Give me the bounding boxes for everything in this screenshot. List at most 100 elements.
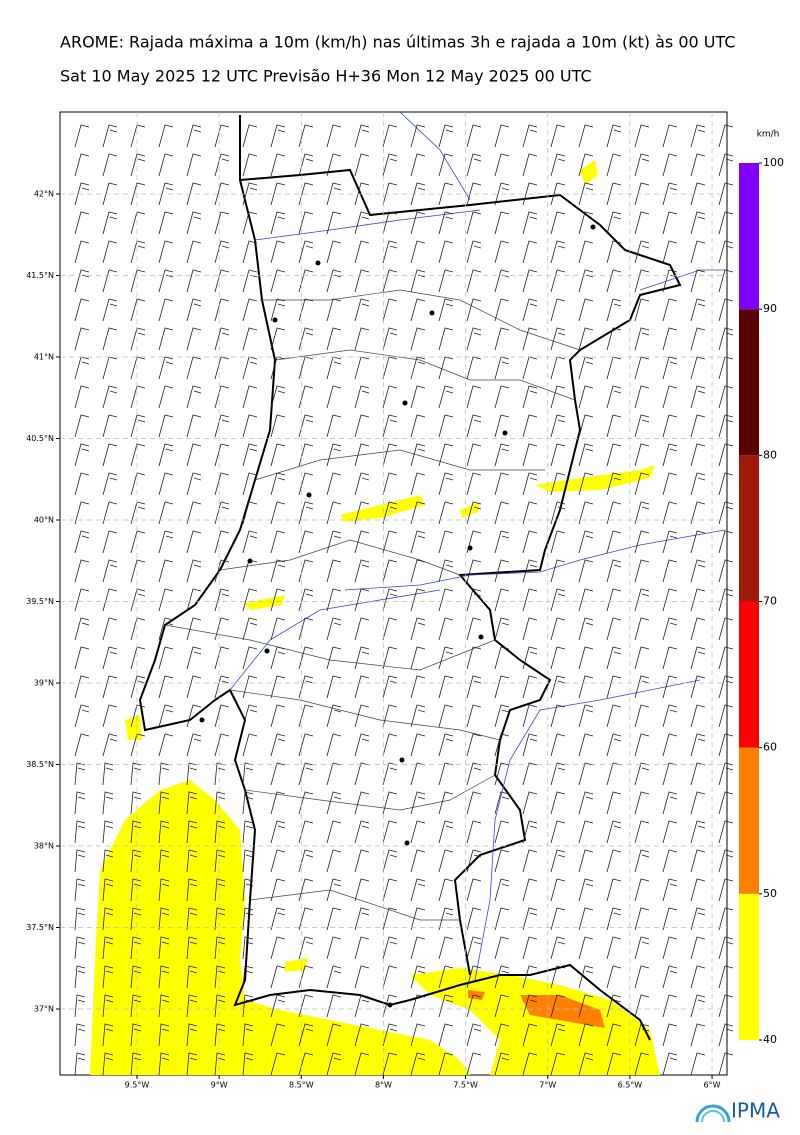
wind-barb	[466, 878, 482, 902]
wind-barb	[662, 530, 678, 554]
wind-barb	[522, 269, 538, 293]
wind-barb	[270, 675, 286, 699]
colorbar-segment	[739, 163, 759, 310]
wind-barb	[354, 588, 370, 612]
wind-barb	[186, 269, 202, 293]
wind-barb	[102, 501, 118, 525]
wind-barb	[662, 675, 678, 699]
wind-barb	[718, 240, 734, 264]
wind-barb	[382, 1052, 398, 1076]
wind-barb	[74, 530, 90, 554]
wind-barb	[326, 269, 342, 293]
wind-barb	[522, 762, 538, 786]
wind-barb	[606, 385, 622, 409]
wind-barb	[718, 994, 734, 1018]
wind-barb	[130, 907, 142, 931]
wind-barb	[662, 385, 678, 409]
wind-barb	[466, 704, 482, 728]
wind-barb	[494, 675, 510, 699]
wind-barb	[102, 530, 118, 554]
wind-barb	[270, 1023, 286, 1047]
wind-barb	[550, 1023, 566, 1047]
wind-barb	[326, 182, 342, 206]
wind-barb	[718, 675, 734, 699]
wind-barb	[662, 182, 678, 206]
lon-tick-label: 7.5°W	[453, 1081, 478, 1090]
colorbar-segment	[739, 747, 759, 894]
wind-barb	[438, 820, 454, 844]
wind-barb	[158, 211, 174, 235]
wind-barb	[74, 1023, 86, 1047]
wind-barb	[606, 617, 622, 641]
wind-barb	[102, 472, 118, 496]
wind-barb	[662, 849, 678, 873]
wind-barb	[410, 588, 426, 612]
wind-barb	[102, 588, 118, 612]
wind-barb	[102, 733, 118, 757]
wind-barb	[242, 240, 258, 264]
wind-barb	[186, 646, 202, 670]
wind-barb	[522, 472, 538, 496]
wind-barb	[718, 1023, 734, 1047]
wind-barb	[662, 211, 678, 235]
wind-barb	[634, 240, 650, 264]
wind-barb	[186, 762, 198, 786]
wind-barb	[354, 530, 370, 554]
wind-barb	[690, 240, 706, 264]
wind-barb	[690, 646, 706, 670]
wind-barb	[438, 1023, 454, 1047]
wind-barb	[382, 153, 398, 177]
wind-barb	[718, 530, 734, 554]
wind-barb	[382, 501, 398, 525]
wind-barb	[382, 588, 398, 612]
wind-barb	[214, 733, 230, 757]
wind-barb	[606, 994, 622, 1018]
wind-barb	[466, 472, 482, 496]
colorbar-tick-label: 50	[763, 887, 777, 900]
wind-barb	[130, 443, 146, 467]
wind-barb	[270, 443, 286, 467]
wind-barb	[522, 501, 538, 525]
wind-barb	[606, 936, 622, 960]
wind-barb	[270, 646, 286, 670]
wind-barb	[522, 965, 538, 989]
wind-barb	[158, 907, 170, 931]
wind-barb	[410, 791, 426, 815]
wind-barb	[578, 530, 594, 554]
wind-barb	[102, 617, 118, 641]
wind-barb	[242, 994, 254, 1018]
wind-barb	[270, 327, 286, 351]
wind-barb	[662, 704, 678, 728]
wind-barb	[382, 269, 398, 293]
wind-barb	[662, 936, 678, 960]
wind-barb	[186, 965, 198, 989]
wind-barb	[522, 878, 538, 902]
wind-barb	[186, 733, 202, 757]
wind-barb	[186, 530, 202, 554]
wind-barb	[158, 965, 170, 989]
wind-barb	[550, 124, 566, 148]
wind-barb	[438, 588, 454, 612]
wind-barb	[270, 704, 286, 728]
wind-barb	[606, 211, 622, 235]
wind-barb	[690, 1023, 706, 1047]
wind-barb	[718, 414, 734, 438]
wind-barb	[242, 182, 258, 206]
wind-barb	[634, 443, 650, 467]
wind-barb	[130, 182, 146, 206]
title: AROME: Rajada máxima a 10m (km/h) nas úl…	[60, 33, 736, 52]
wind-barb	[158, 1052, 170, 1076]
wind-barb	[410, 182, 426, 206]
wind-barb	[74, 1052, 86, 1076]
wind-barb	[606, 124, 622, 148]
logo-text: IPMA	[731, 1099, 780, 1123]
wind-barb	[606, 240, 622, 264]
wind-barb	[522, 153, 538, 177]
wind-barb	[522, 559, 538, 583]
wind-barb	[270, 530, 286, 554]
wind-barb	[214, 269, 230, 293]
wind-barb	[158, 298, 174, 322]
wind-barb	[466, 385, 482, 409]
wind-barb	[578, 820, 594, 844]
wind-barb	[494, 878, 510, 902]
